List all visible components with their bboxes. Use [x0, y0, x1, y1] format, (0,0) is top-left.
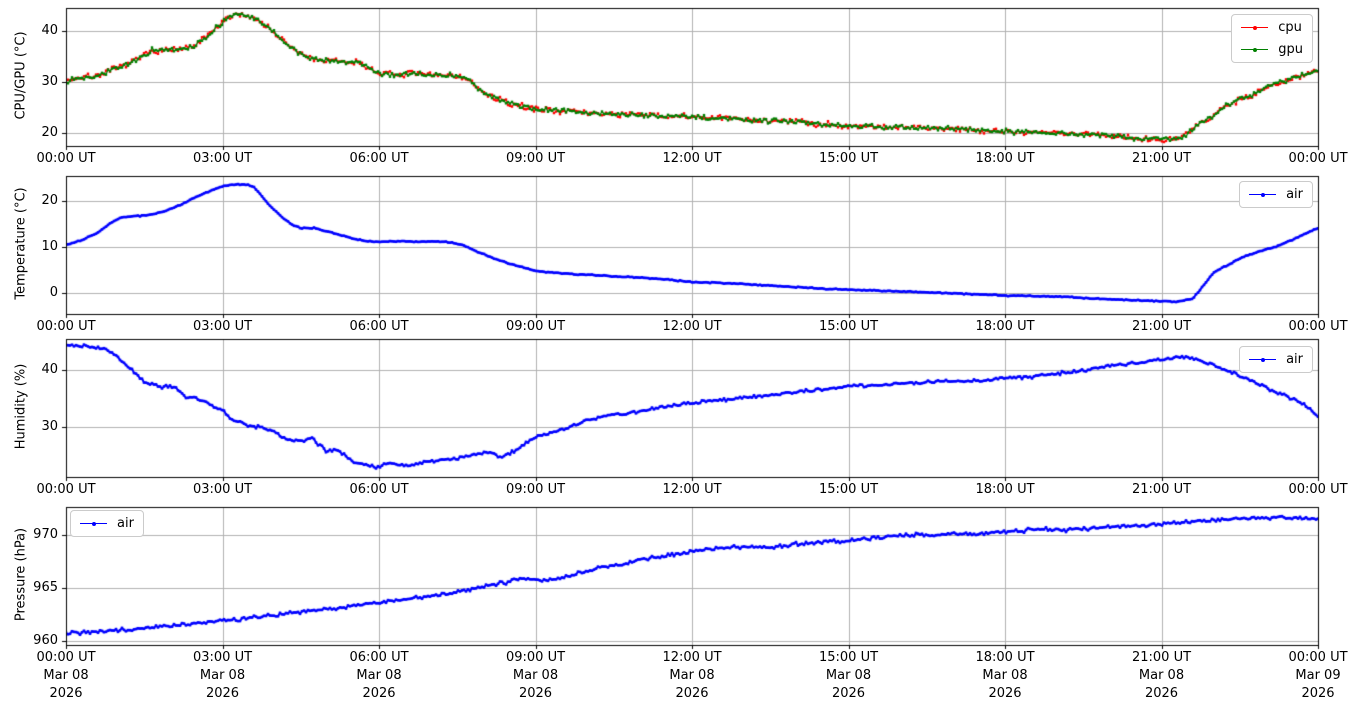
x-tick-label: 12:00 UT	[662, 650, 722, 665]
x-tick-label: 06:00 UT	[349, 650, 409, 665]
legend-entry-air-pressure: air	[80, 514, 134, 533]
x-tick-label: 06:00 UT	[349, 319, 409, 334]
x-tick-label: 09:00 UT	[505, 482, 566, 497]
x-tick-label: 00:00 UT	[36, 650, 96, 665]
x-tick-date-label: Mar 08	[356, 668, 402, 683]
x-tick-year-label: 2026	[1144, 686, 1179, 701]
x-tick-label: 06:00 UT	[349, 482, 409, 497]
x-tick-year-label: 2026	[1301, 686, 1335, 701]
x-tick-date-label: Mar 08	[825, 668, 872, 683]
legend-pressure: air	[70, 510, 144, 537]
y-tick-label: 20	[41, 193, 58, 209]
x-tick-year-label: 2026	[362, 686, 396, 701]
y-tick-label: 10	[41, 239, 58, 255]
x-tick-label: 03:00 UT	[192, 650, 253, 665]
x-tick-date-label: Mar 08	[43, 668, 89, 683]
x-tick-year-label: 2026	[675, 686, 709, 701]
x-tick-label: 03:00 UT	[192, 319, 253, 334]
x-tick-year-label: 2026	[205, 686, 240, 701]
x-tick-label: 21:00 UT	[1131, 319, 1192, 334]
air-line-swatch-icon	[1249, 192, 1277, 197]
x-tick-date-label: Mar 08	[512, 668, 559, 683]
legend-label-air: air	[1286, 187, 1303, 202]
x-tick-label: 00:00 UT	[36, 482, 96, 497]
x-tick-label: 12:00 UT	[662, 151, 722, 166]
x-tick-label: 09:00 UT	[505, 319, 566, 334]
x-tick-label: 18:00 UT	[975, 151, 1035, 166]
cpu-line-swatch-icon	[1241, 25, 1269, 30]
x-tick-label: 00:00 UT	[1288, 319, 1348, 334]
x-tick-label: 18:00 UT	[975, 319, 1035, 334]
legend-label-gpu: gpu	[1278, 42, 1303, 57]
x-tick-label: 15:00 UT	[818, 319, 879, 334]
x-tick-label: 00:00 UT	[36, 319, 96, 334]
legend-entry-air-humidity: air	[1249, 350, 1303, 369]
legend-cpu-gpu: cpu gpu	[1231, 14, 1313, 63]
x-tick-label: 18:00 UT	[975, 650, 1035, 665]
gpu-line-swatch-icon	[1241, 47, 1269, 52]
x-tick-date-label: Mar 08	[669, 668, 715, 683]
air-line-swatch-icon	[1249, 357, 1277, 362]
legend-label-air: air	[117, 516, 134, 531]
x-tick-label: 06:00 UT	[349, 151, 409, 166]
x-tick-year-label: 2026	[988, 686, 1022, 701]
y-tick-label: 20	[41, 124, 58, 140]
x-tick-label: 15:00 UT	[818, 482, 879, 497]
y-tick-label: 965	[33, 579, 58, 595]
legend-temperature: air	[1239, 181, 1313, 208]
y-tick-label: 0	[49, 285, 58, 301]
x-tick-date-label: Mar 08	[199, 668, 246, 683]
x-tick-label: 12:00 UT	[662, 319, 722, 334]
x-tick-label: 18:00 UT	[975, 482, 1035, 497]
x-tick-label: 09:00 UT	[505, 650, 566, 665]
legend-label-air: air	[1286, 352, 1303, 367]
x-tick-label: 09:00 UT	[505, 151, 566, 166]
x-tick-label: 12:00 UT	[662, 482, 722, 497]
x-tick-date-label: Mar 08	[1138, 668, 1185, 683]
x-tick-label: 00:00 UT	[36, 151, 96, 166]
x-tick-label: 00:00 UT	[1288, 650, 1348, 665]
legend-entry-air-temp: air	[1249, 185, 1303, 204]
legend-entry-gpu: gpu	[1241, 40, 1303, 59]
legend-label-cpu: cpu	[1278, 20, 1302, 35]
y-tick-label: 30	[41, 419, 58, 435]
x-tick-label: 03:00 UT	[192, 482, 253, 497]
x-tick-year-label: 2026	[831, 686, 866, 701]
x-tick-label: 21:00 UT	[1131, 151, 1192, 166]
x-tick-label: 15:00 UT	[818, 151, 879, 166]
x-tick-date-label: Mar 08	[982, 668, 1028, 683]
x-tick-label: 21:00 UT	[1131, 482, 1192, 497]
x-tick-label: 21:00 UT	[1131, 650, 1192, 665]
x-tick-label: 00:00 UT	[1288, 151, 1348, 166]
y-tick-label: 40	[41, 23, 58, 39]
x-tick-label: 15:00 UT	[818, 650, 879, 665]
x-tick-label: 00:00 UT	[1288, 482, 1348, 497]
ylabel-humidity: Humidity (%)	[13, 363, 29, 450]
y-tick-label: 40	[41, 362, 58, 378]
y-tick-label: 30	[41, 74, 58, 90]
x-tick-date-label: Mar 09	[1295, 668, 1341, 683]
x-tick-year-label: 2026	[49, 686, 83, 701]
x-tick-year-label: 2026	[518, 686, 553, 701]
air-line-swatch-icon	[80, 521, 107, 526]
legend-entry-cpu: cpu	[1241, 18, 1303, 37]
y-tick-label: 970	[33, 526, 58, 542]
x-tick-label: 03:00 UT	[192, 151, 253, 166]
y-tick-label: 960	[33, 632, 58, 648]
legend-humidity: air	[1239, 346, 1313, 373]
